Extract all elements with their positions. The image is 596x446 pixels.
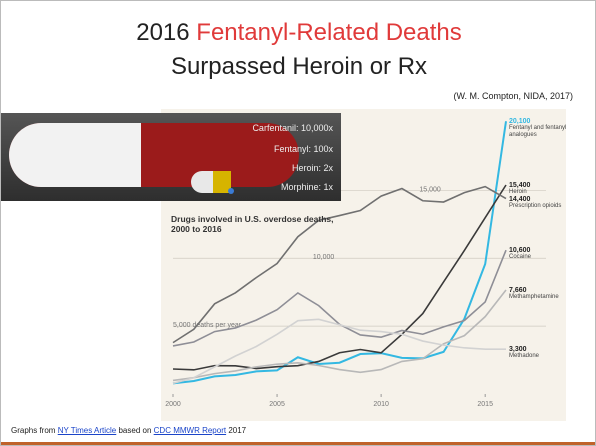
slide-subtitle: Surpassed Heroin or Rx [170, 53, 428, 80]
value-label: 15,400 [509, 182, 531, 189]
end-label: 3,300 Methadone [509, 346, 571, 360]
legend-label: Heroin [509, 189, 527, 195]
series-line [172, 184, 507, 371]
pill-label: Morphine: 1x [280, 182, 333, 192]
chart: 5,000 deaths per year 10,000 15,000 2000 200… [161, 109, 566, 421]
series-line [172, 318, 506, 385]
y-tick-label: 5,000 deaths per year [173, 322, 242, 329]
chart-svg: 5,000 deaths per year 10,000 15,000 2000 200… [165, 121, 546, 408]
x-tick-label: 2015 [477, 401, 493, 408]
series-line [172, 185, 507, 344]
legend-label: Methamphetamine [509, 294, 559, 301]
citation: (W. M. Compton, NIDA, 2017) [453, 91, 573, 101]
footer: Graphs from NY Times Article based on CD… [11, 426, 246, 435]
pill-label: Carfentanil: 10,000x [252, 123, 333, 133]
pill-drawing [9, 123, 299, 194]
pill-label: Heroin: 2x [291, 163, 333, 173]
x-tick-label: 2005 [269, 401, 285, 408]
end-label: 10,600 Cocaine [509, 247, 571, 261]
y-tick-label: 15,000 [419, 186, 441, 193]
chart-title: Drugs involved in U.S. overdose deaths, … [171, 214, 334, 234]
footer-text: Graphs from [11, 426, 56, 435]
end-label: 15,400 Heroin [509, 182, 571, 196]
dot [228, 188, 234, 194]
slide-title: 2016 Fentanyl-Related Deaths [1, 19, 595, 47]
small-pill-yellow [213, 171, 231, 193]
x-tick-label: 2000 [165, 401, 181, 408]
y-tick-label: 10,000 [313, 254, 335, 261]
value-label: 20,100 [509, 118, 531, 126]
footer-text: based on [118, 426, 152, 435]
bottom-bar [1, 442, 595, 445]
capsule-white [9, 123, 141, 187]
link[interactable]: NY Times Article [57, 426, 117, 435]
legend-label: Prescription opioids [509, 202, 562, 209]
pill-image: Carfentanil: 10,000x Fentanyl: 100x Hero… [1, 113, 341, 201]
footer-text: 2017 [228, 426, 247, 435]
value-label: 14,400 [509, 195, 531, 203]
end-label: 14,400 Prescription opioids [509, 196, 571, 210]
x-tick-label: 2010 [373, 401, 389, 408]
legend-label: Fentanyl and fentanyl analogues [509, 125, 567, 139]
legend-label: Cocaine [509, 254, 532, 261]
title-year: 2016 [136, 19, 190, 46]
link[interactable]: CDC MMWR Report [153, 426, 227, 435]
series-line [172, 289, 507, 382]
value-label: 10,600 [509, 247, 531, 255]
legend-label: Methadone [509, 353, 540, 360]
end-label: 7,660 Methamphetamine [509, 287, 571, 301]
pill-label: Fentanyl: 100x [273, 144, 333, 154]
title-red: Fentanyl-Related Deaths [196, 19, 462, 46]
value-label: 7,660 [509, 287, 527, 295]
value-label: 3,300 [509, 346, 527, 354]
end-label: 20,100 Fentanyl and fentanyl analogues [509, 118, 571, 139]
